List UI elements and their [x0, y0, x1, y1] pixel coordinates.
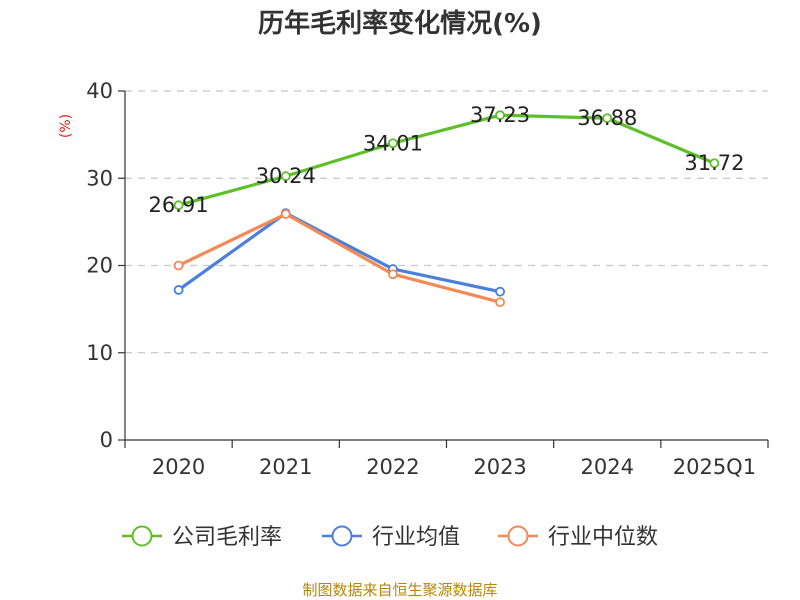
data-label-2020: 26.91 — [149, 193, 209, 217]
data-point-公司毛利率-2021 — [280, 171, 291, 182]
legend: 公司毛利率 行业均值 行业中位数 — [122, 525, 658, 550]
data-point-公司毛利率-2024 — [602, 113, 613, 124]
y-tick-label-0: 0 — [100, 428, 113, 452]
legend-item-行业中位数[interactable]: 行业中位数 — [498, 525, 658, 550]
y-axis-label: (%) — [58, 114, 74, 138]
legend-item-行业均值[interactable]: 行业均值 — [322, 525, 460, 550]
legend-label: 行业中位数 — [548, 525, 658, 550]
data-point-公司毛利率-2020 — [173, 200, 184, 211]
x-tick-label-2024: 2024 — [581, 455, 634, 479]
data-label-2023: 37.23 — [470, 103, 530, 127]
legend-marker — [131, 525, 153, 547]
series-line-行业中位数 — [176, 212, 502, 304]
data-point-公司毛利率-2025Q1 — [709, 158, 720, 169]
data-point-公司毛利率-2023 — [495, 110, 505, 121]
data-labels: 26.91 30.24 34.01 37.23 36.88 31.72 — [149, 103, 745, 217]
y-tick-label-10: 10 — [86, 341, 113, 365]
chart-title: 历年毛利率变化情况(%) — [258, 8, 542, 39]
legend-label: 公司毛利率 — [172, 525, 282, 550]
x-tick-label-2025Q1: 2025Q1 — [673, 455, 756, 479]
y-tick-label-40: 40 — [86, 79, 113, 103]
series-lines — [173, 110, 720, 308]
data-label-2024: 36.88 — [577, 106, 637, 130]
legend-marker — [331, 525, 353, 547]
y-tick-label-30: 30 — [86, 166, 113, 190]
data-point-行业均值-2023 — [495, 286, 505, 297]
x-tick-label-2022: 2022 — [366, 455, 419, 479]
x-tick-label-2023: 2023 — [473, 455, 526, 479]
data-point-行业中位数-2023 — [495, 297, 505, 308]
y-tick-label-20: 20 — [86, 254, 113, 278]
data-label-2025Q1: 31.72 — [684, 151, 744, 175]
data-label-2021: 30.24 — [256, 164, 316, 188]
data-point-公司毛利率-2022 — [388, 138, 398, 149]
data-point-行业均值-2020 — [173, 285, 184, 295]
data-point-行业中位数-2021 — [280, 209, 291, 219]
series-line-行业均值 — [176, 211, 502, 294]
data-point-行业中位数-2022 — [388, 269, 398, 280]
series-line-公司毛利率 — [176, 113, 717, 207]
legend-label: 行业均值 — [372, 525, 460, 550]
x-tick-label-2020: 2020 — [152, 455, 205, 479]
x-tick-label-2021: 2021 — [259, 455, 312, 479]
legend-item-公司毛利率[interactable]: 公司毛利率 — [122, 525, 282, 550]
data-point-行业中位数-2020 — [173, 260, 184, 271]
source-note: 制图数据来自恒生聚源数据库 — [302, 581, 497, 599]
data-label-2022: 34.01 — [363, 131, 423, 155]
grid — [125, 90, 768, 354]
legend-marker — [507, 525, 529, 547]
axes: 0 10 20 30 40 2020 2021 2022 2023 2024 2025Q1 — [86, 79, 769, 479]
